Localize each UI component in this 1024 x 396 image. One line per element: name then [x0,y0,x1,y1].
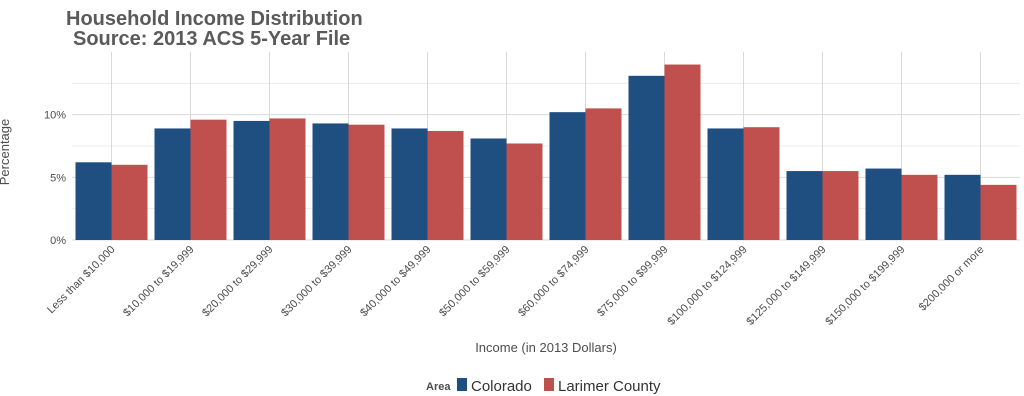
bar-colorado-10-000-to-19-999 [154,128,191,240]
bar-colorado-150-000-to-199-999 [865,168,902,240]
x-tick-label: $125,000 to $149,999 [744,244,828,328]
bar-colorado-40-000-to-49-999 [391,128,428,240]
legend: Area Colorado Larimer County [426,378,661,395]
y-axis-label: Percentage [0,119,12,186]
bar-larimer-county-40-000-to-49-999 [427,130,464,240]
x-tick-label: $20,000 to $29,999 [200,244,276,320]
bar-larimer-county-10-000-to-19-999 [190,119,227,240]
legend-label-larimer-county: Larimer County [558,378,661,395]
x-tick-label: $30,000 to $39,999 [279,244,355,320]
bar-larimer-county-60-000-to-74-999 [585,108,622,241]
bar-colorado-less-than-10-000 [75,162,112,240]
bar-larimer-county-50-000-to-59-999 [506,143,543,240]
x-axis-label: Income (in 2013 Dollars) [475,340,617,355]
bars [75,64,1017,241]
x-tick-label: Less than $10,000 [45,244,118,317]
chart-title: Household Income Distribution [66,8,363,30]
x-tick-label: $75,000 to $99,999 [595,244,671,320]
y-tick-label: 5% [50,172,66,184]
x-tick-label: $10,000 to $19,999 [121,244,197,320]
legend-label-colorado: Colorado [471,378,532,395]
chart-subtitle: Source: 2013 ACS 5-Year File [73,28,350,50]
x-axis-ticks: Less than $10,000 $10,000 to $19,999 $20,0… [45,244,987,328]
legend-swatch-colorado [457,378,467,391]
bar-colorado-200-000-or-more [944,174,981,240]
bar-colorado-75-000-to-99-999 [628,75,665,241]
y-tick-label: 0% [50,235,66,247]
x-tick-label: $100,000 to $124,999 [665,244,749,328]
bar-colorado-30-000-to-39-999 [312,123,349,240]
bar-colorado-60-000-to-74-999 [549,112,586,240]
y-axis-ticks: 0% 5% 10% [44,110,66,247]
bar-colorado-20-000-to-29-999 [233,120,270,240]
bar-colorado-50-000-to-59-999 [470,138,507,240]
bar-larimer-county-150-000-to-199-999 [901,174,938,240]
bar-larimer-county-30-000-to-39-999 [348,124,385,240]
x-tick-label: $40,000 to $49,999 [358,244,434,320]
x-tick-label: $60,000 to $74,999 [516,244,592,320]
x-tick-label: $50,000 to $59,999 [437,244,513,320]
x-tick-label: $200,000 or more [917,244,987,314]
bar-larimer-county-200-000-or-more [980,184,1017,240]
bar-larimer-county-75-000-to-99-999 [664,64,701,241]
legend-swatch-larimer-county [544,378,554,391]
bar-larimer-county-125-000-to-149-999 [822,171,859,240]
bar-larimer-county-100-000-to-124-999 [743,127,780,240]
bar-larimer-county-20-000-to-29-999 [269,118,306,240]
bar-colorado-100-000-to-124-999 [707,128,744,240]
bar-colorado-125-000-to-149-999 [786,171,823,240]
bar-larimer-county-less-than-10-000 [111,164,148,240]
legend-title: Area [426,381,451,393]
x-tick-label: $150,000 to $199,999 [823,244,907,328]
y-tick-label: 10% [44,110,66,122]
